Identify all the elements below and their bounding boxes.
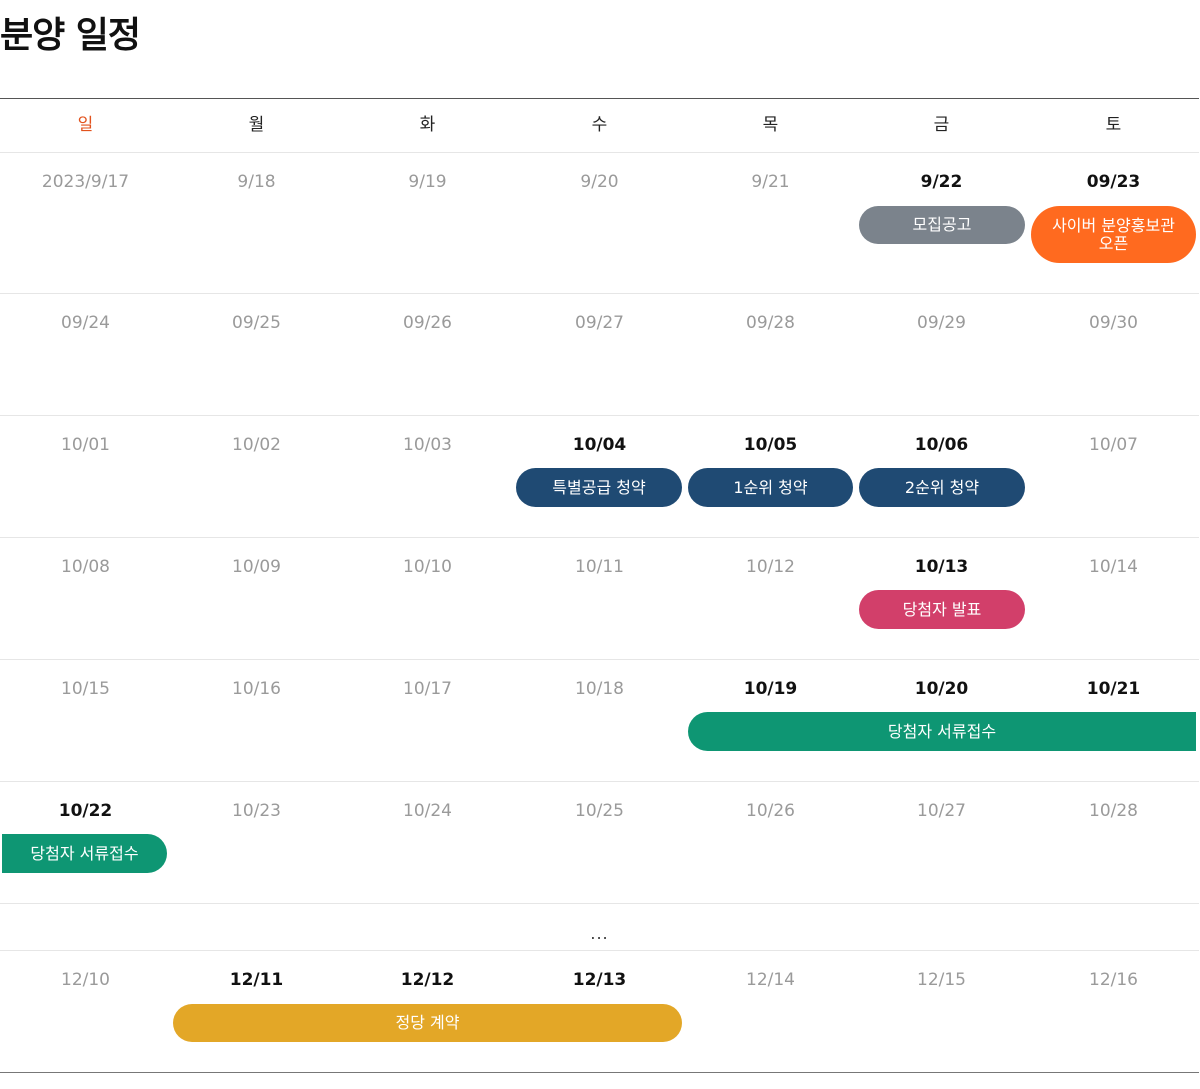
date-cell: 09/24 (61, 313, 110, 333)
event-winner-documents-continued[interactable]: 당첨자 서류접수 (2, 834, 167, 873)
date-cell: 9/21 (751, 172, 790, 192)
date-cell: 10/07 (1089, 435, 1138, 455)
date-cell: 10/23 (232, 801, 281, 821)
row-divider (0, 903, 1199, 904)
date-cell: 10/17 (403, 679, 452, 699)
event-special-supply[interactable]: 특별공급 청약 (516, 468, 682, 507)
date-cell: 10/28 (1089, 801, 1138, 821)
event-second-rank[interactable]: 2순위 청약 (859, 468, 1025, 507)
date-cell: 10/10 (403, 557, 452, 577)
row-divider (0, 415, 1199, 416)
event-first-rank[interactable]: 1순위 청약 (688, 468, 853, 507)
date-cell: 10/03 (403, 435, 452, 455)
weekday-mon: 월 (248, 115, 265, 135)
date-cell-event: 10/05 (743, 435, 798, 455)
row-divider (0, 537, 1199, 538)
event-cyber-showroom-open[interactable]: 사이버 분양홍보관 오픈 (1031, 206, 1196, 263)
weekday-wed: 수 (591, 115, 608, 135)
page-title: 분양 일정 (0, 15, 141, 56)
row-divider (0, 293, 1199, 294)
event-contract[interactable]: 정당 계약 (173, 1004, 682, 1042)
weekday-tue: 화 (419, 115, 436, 135)
date-cell-event: 12/11 (229, 970, 284, 990)
date-cell: 10/12 (746, 557, 795, 577)
date-cell: 10/26 (746, 801, 795, 821)
date-cell-event: 10/04 (572, 435, 627, 455)
date-cell: 9/18 (237, 172, 276, 192)
date-cell: 10/15 (61, 679, 110, 699)
date-cell: 9/19 (408, 172, 447, 192)
weekday-fri: 금 (933, 115, 950, 135)
date-cell: 10/02 (232, 435, 281, 455)
date-cell: 09/28 (746, 313, 795, 333)
date-cell: 12/16 (1089, 970, 1138, 990)
date-cell: 10/18 (575, 679, 624, 699)
event-label-line: 오픈 (1098, 233, 1129, 253)
date-cell: 9/20 (580, 172, 619, 192)
date-cell-event: 12/13 (572, 970, 627, 990)
date-cell: 10/11 (575, 557, 624, 577)
omitted-weeks-ellipsis: ... (590, 924, 609, 943)
event-label-line: 사이버 분양홍보관 (1052, 215, 1175, 235)
date-cell: 10/27 (917, 801, 966, 821)
date-cell: 10/25 (575, 801, 624, 821)
date-cell: 09/29 (917, 313, 966, 333)
row-divider (0, 950, 1199, 951)
weekday-sat: 토 (1105, 115, 1122, 135)
date-cell-event: 10/06 (914, 435, 969, 455)
date-cell: 10/16 (232, 679, 281, 699)
table-bottom-border (0, 1072, 1199, 1073)
date-cell: 09/25 (232, 313, 281, 333)
event-winner-announce[interactable]: 당첨자 발표 (859, 590, 1025, 629)
date-cell-event: 12/12 (400, 970, 455, 990)
date-cell-event: 10/13 (914, 557, 969, 577)
date-cell: 09/27 (575, 313, 624, 333)
date-cell-event: 10/22 (58, 801, 113, 821)
date-cell-event: 10/20 (914, 679, 969, 699)
weekday-thu: 목 (762, 115, 779, 135)
table-top-border (0, 98, 1199, 99)
date-cell: 2023/9/17 (41, 172, 130, 192)
date-cell: 12/14 (746, 970, 795, 990)
row-divider (0, 152, 1199, 153)
date-cell: 09/30 (1089, 313, 1138, 333)
date-cell-event: 10/21 (1086, 679, 1141, 699)
date-cell: 10/01 (61, 435, 110, 455)
date-cell: 10/14 (1089, 557, 1138, 577)
date-cell: 09/26 (403, 313, 452, 333)
date-cell: 10/09 (232, 557, 281, 577)
row-divider (0, 659, 1199, 660)
date-cell: 12/15 (917, 970, 966, 990)
date-cell-event: 10/19 (743, 679, 798, 699)
date-cell: 12/10 (61, 970, 110, 990)
date-cell: 10/24 (403, 801, 452, 821)
weekday-sun: 일 (77, 115, 94, 135)
date-cell: 10/08 (61, 557, 110, 577)
date-cell-event: 9/22 (920, 172, 963, 192)
event-winner-documents[interactable]: 당첨자 서류접수 (688, 712, 1196, 751)
row-divider (0, 781, 1199, 782)
date-cell-event: 09/23 (1086, 172, 1141, 192)
event-recruit-notice[interactable]: 모집공고 (859, 206, 1025, 244)
